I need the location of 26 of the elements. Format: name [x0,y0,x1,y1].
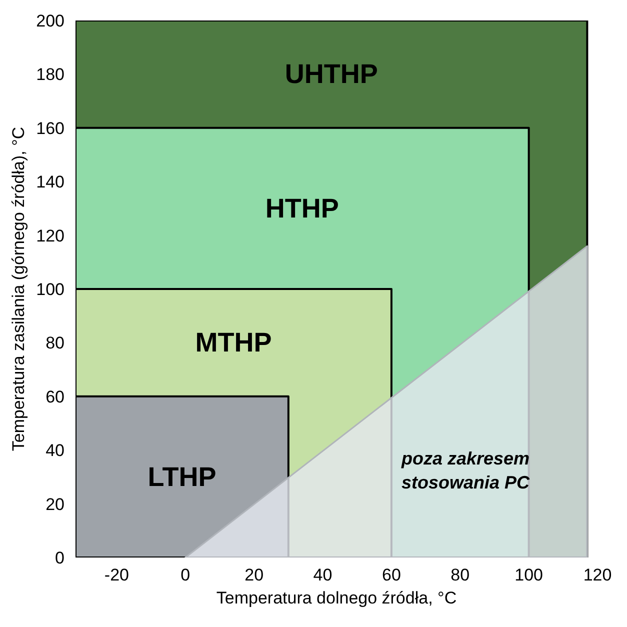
series-label: UHTHP [284,59,378,90]
x-tick-label: 60 [382,566,401,584]
x-tick-label: -20 [104,566,130,584]
y-tick-label: 80 [46,334,65,353]
y-tick-label: 120 [36,226,65,246]
y-tick-label: 20 [46,494,65,514]
x-tick-label: 120 [583,566,612,584]
series-label: MTHP [195,328,272,358]
y-tick-label: 140 [36,172,65,192]
series-label: LTHP [148,462,216,492]
x-tick-label: 20 [244,566,264,584]
annotation: poza zakresem stosowania PC [400,448,531,492]
y-tick-label: 160 [36,118,65,138]
x-tick-label: 40 [313,566,332,584]
y-tick-label: 0 [55,548,65,568]
y-axis-title: Temperatura zasilania (górnego źródła), °C [9,126,28,452]
x-tick-label: 100 [514,566,544,584]
y-tick-label: 40 [46,441,65,460]
y-tick-label: 200 [36,12,65,30]
y-tick-label: 100 [36,280,65,299]
x-axis-title: Temperatura dolnego źródła, °C [216,588,457,608]
series-label: HTHP [265,193,339,224]
y-tick-label: 60 [46,387,65,406]
x-tick-label: 0 [180,566,190,584]
x-tick-label: 80 [450,566,470,584]
y-tick-label: 180 [36,65,65,84]
